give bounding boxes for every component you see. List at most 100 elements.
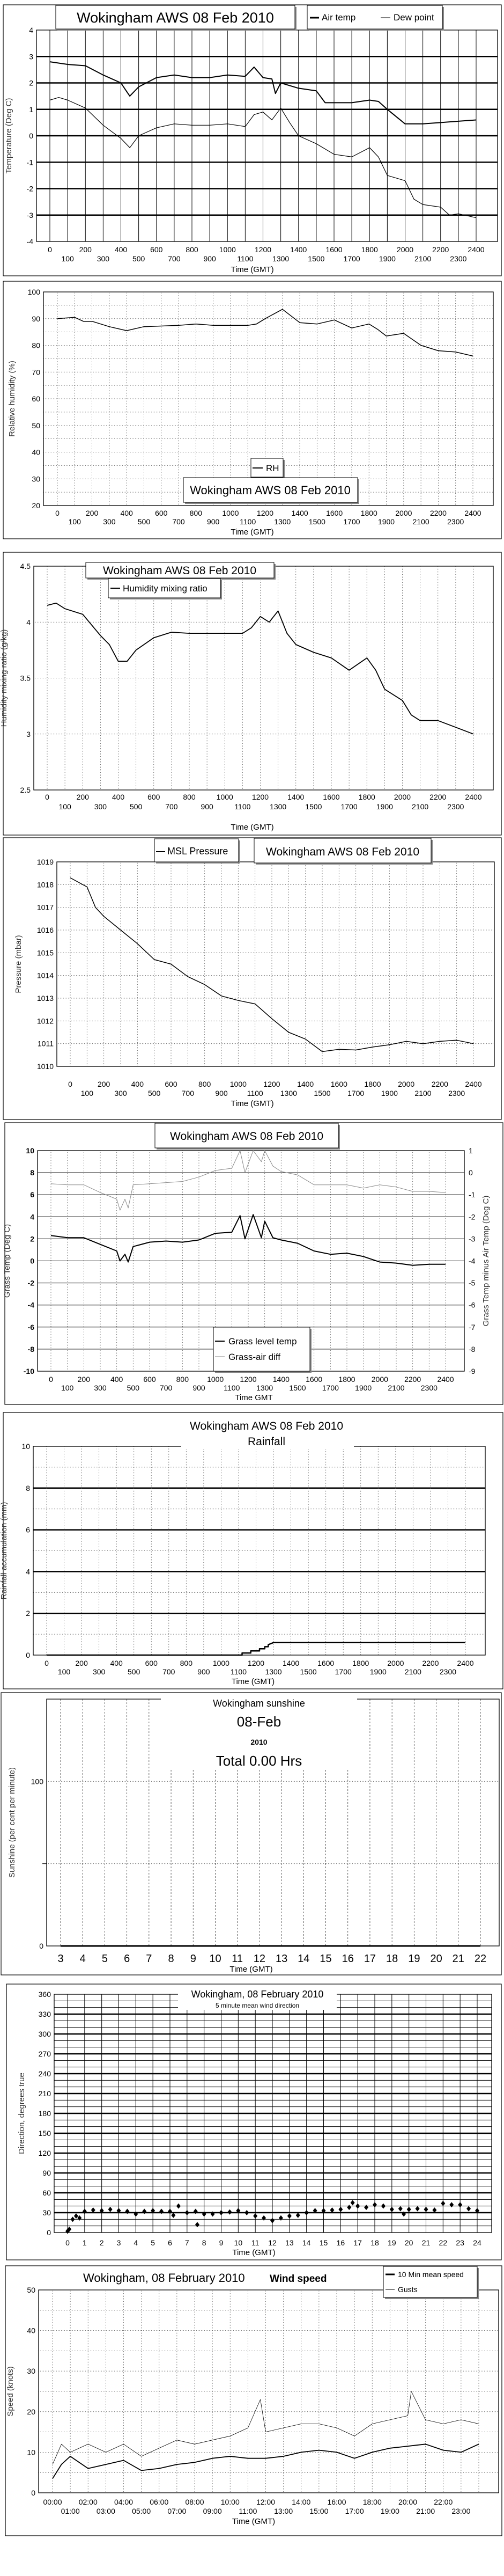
- y-tick-label: 4: [26, 1567, 30, 1576]
- chart-title: Wokingham AWS 08 Feb 2010: [170, 1130, 323, 1143]
- x-axis-label: Time (GMT): [231, 823, 273, 832]
- x-tick-label: 1500: [308, 254, 324, 263]
- x-tick-label: 1400: [297, 1080, 314, 1088]
- x-tick-label: 2300: [450, 254, 466, 263]
- x-tick-label: 2100: [412, 802, 428, 811]
- x-tick-label: 2000: [387, 1659, 404, 1667]
- data-point: [193, 2208, 198, 2214]
- series-line: [57, 309, 473, 357]
- x-tick-label: 200: [75, 1659, 88, 1667]
- y-tick-label: -2: [27, 185, 34, 193]
- x-tick-label: 14: [298, 1953, 309, 1965]
- x-tick-label: 1200: [252, 793, 269, 801]
- x-tick-label: 700: [182, 1089, 195, 1097]
- x-axis-label: Time (GMT): [229, 1965, 272, 1974]
- series-wind-direction: [65, 2200, 479, 2234]
- data-point: [373, 2202, 377, 2208]
- y-tick-label: 100: [31, 1777, 44, 1785]
- x-tick-label: 2200: [404, 1375, 421, 1384]
- legend-box: MSL Pressure: [154, 838, 240, 863]
- x-tick-label: 0: [49, 1375, 53, 1384]
- x-tick-label: 1400: [292, 509, 308, 517]
- y-tick-label: 20: [27, 2407, 35, 2416]
- x-tick-label: 2300: [448, 1089, 465, 1097]
- x-tick-label: 100: [58, 1667, 71, 1676]
- series-line: [49, 97, 477, 218]
- x-tick-label: 1400: [287, 793, 304, 801]
- y-tick-label: 3: [26, 730, 31, 738]
- x-axis-label: Time (GMT): [231, 528, 273, 537]
- x-tick-label: 1200: [255, 245, 271, 254]
- x-tick-label: 900: [207, 517, 220, 526]
- x-tick-label: 2300: [447, 802, 464, 811]
- x-tick-label: 1000: [207, 1375, 224, 1384]
- y-tick-label: 1015: [37, 948, 54, 957]
- title-box: Wokingham AWS 08 Feb 2010: [254, 838, 433, 865]
- x-tick-label: 800: [198, 1080, 211, 1088]
- x-tick-label: 2400: [464, 509, 481, 517]
- x-tick-label: 200: [77, 793, 90, 801]
- data-point: [321, 2208, 326, 2214]
- chart-frame: [3, 552, 502, 836]
- legend-box: Grass level temp Grass-air diff: [213, 1327, 312, 1373]
- y-tick-label: -1: [27, 158, 34, 166]
- data-point: [381, 2203, 386, 2209]
- chart-subtitle: Wind speed: [270, 2273, 327, 2285]
- x-tick-label: 100: [81, 1089, 94, 1097]
- y-tick-label: 2.5: [20, 786, 31, 794]
- x-tick-label: 12: [254, 1953, 265, 1965]
- legend-label: Humidity mixing ratio: [123, 583, 207, 594]
- y-tick-label: 360: [39, 1990, 51, 1999]
- x-tick-label: 2200: [432, 245, 449, 254]
- y-tick-label: 2: [30, 1234, 34, 1243]
- data-point: [244, 2210, 249, 2215]
- x-tick-label: 1800: [361, 245, 378, 254]
- x-tick-label: 100: [61, 254, 74, 263]
- chart-date: 08-Feb: [237, 1714, 281, 1730]
- data-point: [151, 2208, 155, 2214]
- title-block: Wokingham AWS 08 Feb 2010 Rainfall: [181, 1416, 354, 1449]
- y-tick-label: 1012: [37, 1016, 54, 1025]
- x-tick-label: 4: [134, 2238, 138, 2247]
- x-tick-label: 18:00: [363, 2498, 382, 2506]
- chart-frame: [3, 1412, 503, 1689]
- x-tick-label: 1200: [240, 1375, 256, 1384]
- x-tick-label: 1800: [361, 509, 377, 517]
- y-tick-label: 30: [27, 2367, 35, 2375]
- data-point: [99, 2208, 104, 2214]
- y-tick-label: 90: [42, 2169, 51, 2177]
- x-tick-label: 2000: [398, 1080, 414, 1088]
- data-point: [313, 2208, 317, 2214]
- data-point: [458, 2202, 463, 2208]
- chart-title: Wokingham sunshine: [213, 1698, 305, 1709]
- series-line: [70, 877, 474, 1052]
- x-tick-label: 1400: [290, 245, 307, 254]
- x-tick-label: 600: [147, 793, 160, 801]
- x-tick-label: 9: [190, 1953, 196, 1965]
- data-point: [77, 2215, 82, 2221]
- x-tick-label: 400: [131, 1080, 144, 1088]
- x-tick-label: 1500: [300, 1667, 317, 1676]
- data-point: [441, 2200, 446, 2206]
- y-tick-label: 6: [30, 1190, 34, 1199]
- title-block: Wokingham, 08 February 2010 5 minute mean…: [178, 1987, 337, 2010]
- x-tick-label: 10: [209, 1953, 221, 1965]
- data-point: [202, 2211, 206, 2217]
- data-point: [287, 2213, 292, 2219]
- y-tick-label: -10: [24, 1367, 34, 1375]
- gridlines: [33, 1446, 485, 1655]
- x-tick-label: 20:00: [398, 2498, 417, 2506]
- x-tick-label: 24: [473, 2238, 481, 2247]
- y2-tick-label: 0: [469, 1168, 473, 1177]
- y2-tick-label: -6: [469, 1301, 476, 1309]
- x-tick-label: 4: [80, 1953, 86, 1965]
- data-point: [134, 2211, 138, 2217]
- x-tick-label: 300: [97, 254, 110, 263]
- y-tick-label: 1019: [37, 858, 54, 866]
- x-tick-label: 16:00: [327, 2498, 346, 2506]
- pressure-chart: 1019 1018 1017 1016 1015 1014 1013 1012 1011 1010…: [3, 837, 502, 1120]
- x-tick-label: 1700: [343, 517, 360, 526]
- x-tick-label: 10:00: [221, 2498, 240, 2506]
- x-tick-label: 07:00: [167, 2507, 186, 2515]
- x-tick-label: 200: [98, 1080, 110, 1088]
